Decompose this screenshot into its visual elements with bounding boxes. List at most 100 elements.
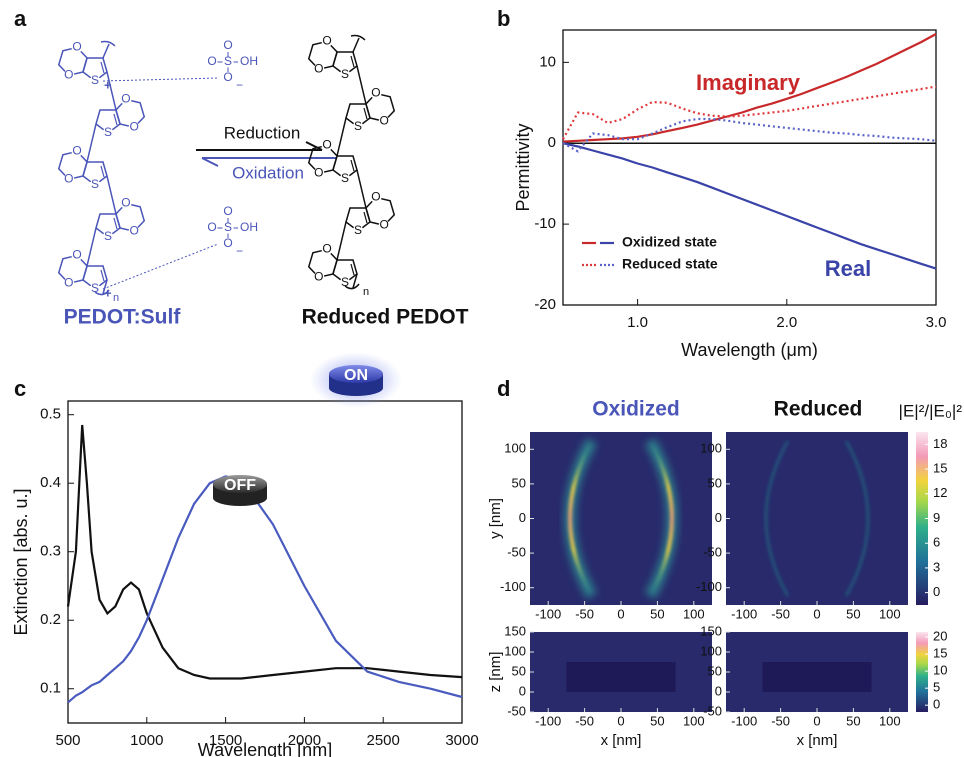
end-bond xyxy=(103,44,109,58)
y-axis-label: y [nm] xyxy=(487,498,504,539)
arrow-head xyxy=(202,158,218,166)
x-tick-label: 50 xyxy=(650,713,664,728)
field-map xyxy=(530,432,712,605)
y-tick-label: -100 xyxy=(500,579,526,594)
y-tick-label: 0.1 xyxy=(40,680,61,697)
x-tick-label: 100 xyxy=(683,713,705,728)
atom-label: S xyxy=(354,223,362,237)
x-tick-label: 0 xyxy=(813,713,820,728)
equilibrium-arrows xyxy=(196,142,336,166)
colorbar-tick-label: 15 xyxy=(933,461,947,476)
atom-label: S xyxy=(104,125,112,139)
y-tick-label: 0.3 xyxy=(40,543,61,560)
x-tick-label: 3.0 xyxy=(926,314,947,331)
atom-label: O xyxy=(380,114,389,128)
x-axis-label: Wavelength (μm) xyxy=(681,340,818,360)
bond xyxy=(337,222,346,260)
double-bond xyxy=(364,212,367,223)
atom-label: O xyxy=(322,242,331,256)
double-bond xyxy=(101,62,104,73)
colorbar-tick-label: 10 xyxy=(933,663,947,678)
double-bond xyxy=(101,270,104,281)
x-tick-label: -100 xyxy=(535,606,561,621)
bond xyxy=(87,228,96,266)
colorbar-label: |E|²/|E₀|² xyxy=(899,401,963,420)
atom-label: O xyxy=(64,68,73,82)
series-line xyxy=(68,425,462,679)
atom-label: O xyxy=(371,86,380,100)
atom-label: O xyxy=(380,218,389,232)
y-tick-label: -50 xyxy=(507,703,526,718)
charge: − xyxy=(236,244,243,258)
atom-label: S xyxy=(341,171,349,185)
particle xyxy=(566,662,675,692)
atom-label: S xyxy=(224,54,232,68)
colorbar-tick-label: 5 xyxy=(933,680,940,695)
y-axis-label: z [nm] xyxy=(487,652,504,693)
atom-label: O xyxy=(322,34,331,48)
x-tick-label: 0 xyxy=(617,606,624,621)
colorbar-tick-label: 9 xyxy=(933,510,940,525)
double-bond xyxy=(351,56,354,67)
ionic-link xyxy=(103,78,218,81)
series-line xyxy=(68,476,462,702)
y-axis-label: Extinction [abs. u.] xyxy=(11,488,31,635)
y-tick-label: 100 xyxy=(504,643,526,658)
repeat-n: n xyxy=(363,286,369,298)
atom-label: O xyxy=(223,70,232,84)
atom-label: O xyxy=(64,276,73,290)
y-tick-label: 100 xyxy=(504,441,526,456)
y-tick-label: 50 xyxy=(512,475,526,490)
y-tick-label: -50 xyxy=(507,545,526,560)
right-label: Reduced PEDOT xyxy=(302,306,469,329)
repeat-n: n xyxy=(113,292,119,304)
y-tick-label: 50 xyxy=(512,663,526,678)
atom-label: S xyxy=(354,119,362,133)
double-bond xyxy=(101,166,104,177)
atom-label: O xyxy=(130,224,139,238)
colorbar-tick-label: 12 xyxy=(933,485,947,500)
bond xyxy=(357,66,366,104)
ionic-link xyxy=(103,244,218,289)
legend-label: Oxidized state xyxy=(622,234,717,250)
y-tick-label: 50 xyxy=(708,663,722,678)
bond xyxy=(87,124,96,162)
x-tick-label: -50 xyxy=(771,606,790,621)
atom-label: O xyxy=(314,62,323,76)
y-tick-label: 0 xyxy=(548,134,556,151)
y-tick-label: -50 xyxy=(703,545,722,560)
panel-label: a xyxy=(14,6,27,31)
x-tick-label: 50 xyxy=(846,713,860,728)
double-bond xyxy=(351,264,354,275)
annotation: Real xyxy=(825,256,871,281)
atom-label: O xyxy=(72,144,81,158)
series-line xyxy=(563,119,936,151)
atom-label: O xyxy=(121,196,130,210)
y-tick-label: 100 xyxy=(700,441,722,456)
x-axis-label: x [nm] xyxy=(601,732,642,749)
y-tick-label: -20 xyxy=(534,296,556,313)
x-tick-label: 3000 xyxy=(445,732,478,749)
y-tick-label: 0 xyxy=(519,683,526,698)
plot-title: Reduced xyxy=(774,398,863,421)
figure: a b c d PEDOT:Sulf Reduced PEDOT Reducti… xyxy=(0,0,964,757)
y-tick-label: 0 xyxy=(715,683,722,698)
atom-label: S xyxy=(91,73,99,87)
y-tick-label: -10 xyxy=(534,215,556,232)
legend-label: Reduced state xyxy=(622,256,718,272)
colorbar-tick-label: 0 xyxy=(933,584,940,599)
y-tick-label: 0 xyxy=(519,510,526,525)
y-tick-label: -100 xyxy=(696,579,722,594)
atom-label: O xyxy=(322,138,331,152)
y-tick-label: 100 xyxy=(700,643,722,658)
atom-label: O xyxy=(121,92,130,106)
x-tick-label: 2.0 xyxy=(776,314,797,331)
double-bond xyxy=(351,160,354,171)
colorbar-tick-label: 3 xyxy=(933,559,940,574)
charge: + xyxy=(104,77,112,92)
y-tick-label: 0.2 xyxy=(40,611,61,628)
y-tick-label: 10 xyxy=(539,53,556,70)
x-axis-label: Wavelength [nm] xyxy=(198,740,332,757)
x-tick-label: 500 xyxy=(55,732,80,749)
field-background xyxy=(530,432,712,605)
